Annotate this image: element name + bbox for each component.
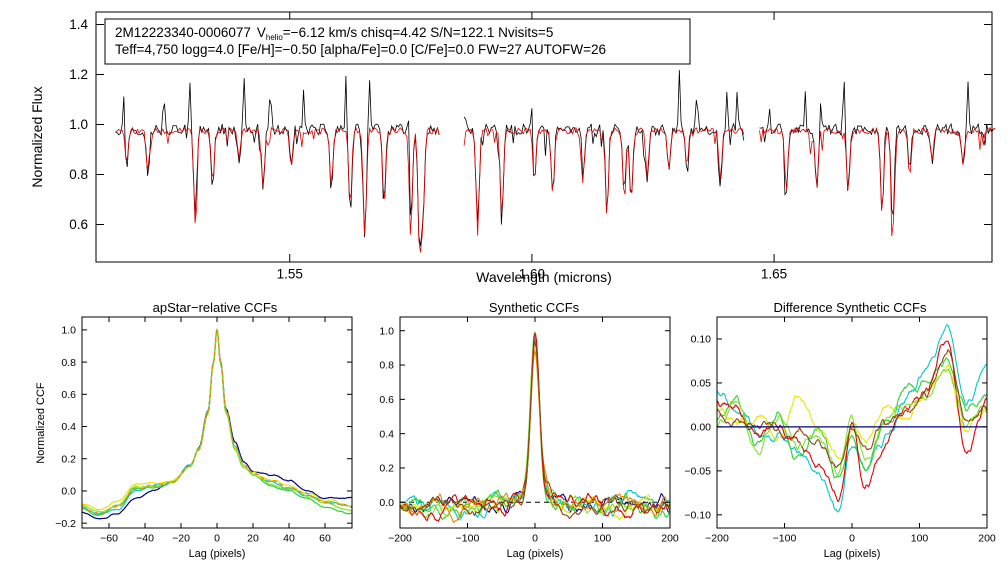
spectrum-ytick-label: 1.4: [69, 17, 88, 32]
apstar-ccf-ylabel: Normalized CCF: [35, 382, 47, 464]
difference-ccf-xtick-label: −200: [705, 533, 729, 545]
spectrum-plot-area: [115, 70, 996, 253]
apstar-ccf-xtick-label: 40: [283, 533, 295, 545]
synthetic-ccf-ytick-label: 0.0: [379, 497, 394, 509]
synthetic-ccf-series-template: [399, 341, 671, 520]
spectrum-xtick-label: 1.65: [761, 267, 787, 282]
difference-ccf-xtick-label: −100: [773, 533, 797, 545]
spectrum-panel: 1.55 1.60 1.65 0.6 0.8 1.0 1.2 1.4 Wavelength (…: [29, 11, 996, 285]
spectrum-ylabel: Normalized Flux: [29, 86, 45, 187]
apstar-ccf-ytick-label: 0.8: [61, 357, 76, 369]
apstar-ccf-axes: −60 −40 −20 0 20 40 60 −0.2 0.0 0.2 0.4 0.6 0.8 1.0: [55, 317, 352, 545]
difference-ccf-xtick-label: 200: [978, 533, 996, 545]
annotation-vhelio-sub: helio: [266, 33, 283, 42]
synthetic-ccf-xtick-label: −100: [456, 533, 480, 545]
apstar-ccf-ytick-label: 0.0: [61, 486, 76, 498]
difference-ccf-ytick-label: −0.05: [684, 466, 711, 478]
spectrum-xtick-label: 1.55: [277, 267, 303, 282]
spectrum-ytick-label: 0.8: [69, 167, 88, 182]
apstar-ccf-xlabel: Lag (pixels): [189, 548, 246, 560]
spectrum-xlabel: Wavelength (microns): [476, 269, 612, 285]
spectrum-axes: 1.55 1.60 1.65 0.6 0.8 1.0 1.2 1.4: [69, 12, 992, 282]
difference-ccf-plot-area: [716, 323, 988, 513]
apstar-ccf-ytick-label: 0.6: [61, 389, 76, 401]
synthetic-ccf-ytick-label: 0.4: [379, 428, 394, 440]
synthetic-ccf-xtick-label: 0: [532, 533, 538, 545]
annotation-star-id: 2M12223340-0006077: [115, 25, 251, 40]
synthetic-ccf-xtick-label: 200: [661, 533, 679, 545]
synthetic-ccf-ytick-label: 1.0: [379, 325, 394, 337]
annotation-line-2: Teff=4,750 logg=4.0 [Fe/H]=−0.50 [alpha/…: [115, 42, 606, 57]
synthetic-ccf-axes: −200 −100 0 100 200 0.0 0.2 0.4 0.6 0.8 1.0: [379, 317, 679, 545]
spectrum-ytick-label: 1.2: [69, 67, 88, 82]
apstar-ccf-xtick-label: 20: [247, 533, 259, 545]
apstar-ccf-series-visit-3: [81, 328, 353, 517]
annotation-vhelio-rest: =−6.12 km/s chisq=4.42 S/N=122.1 Nvisits…: [283, 25, 554, 40]
apstar-ccf-xtick-label: 60: [319, 533, 331, 545]
difference-ccf-xlabel: Lag (pixels): [824, 548, 881, 560]
spectrum-frame: [95, 11, 993, 263]
apstar-ccf-series-combined: [81, 328, 353, 515]
synthetic-ccf-ytick-label: 0.2: [379, 463, 394, 475]
annotation-line-1: 2M12223340-0006077 Vhelio=−6.12 km/s chis…: [115, 25, 553, 42]
difference-ccf-axes: −200 −100 0 100 200 −0.10 −0.05 0.00 0.05 0.10: [684, 317, 996, 545]
apstar-ccf-ytick-label: 0.4: [61, 421, 76, 433]
synthetic-ccf-series-visit-6: [399, 332, 671, 523]
difference-ccf-series-visit-6: [716, 348, 988, 469]
apstar-ccf-xtick-label: −60: [100, 533, 118, 545]
spectrum-series-model: [115, 126, 996, 253]
difference-ccf-ytick-label: 0.05: [691, 378, 712, 390]
apstar-ccf-title: apStar−relative CCFs: [153, 300, 278, 315]
synthetic-ccf-xtick-label: −200: [388, 533, 412, 545]
synthetic-ccf-xtick-label: 100: [594, 533, 612, 545]
difference-ccf-series-visit-2: [716, 357, 988, 479]
difference-ccf-series-visit-5: [716, 368, 988, 476]
difference-ccf-panel: Difference Synthetic CCFs −200 −100 0 100 20…: [684, 300, 995, 560]
difference-ccf-ytick-label: 0.00: [691, 422, 712, 434]
difference-ccf-ytick-label: 0.10: [691, 334, 712, 346]
synthetic-ccf-ytick-label: 0.6: [379, 394, 394, 406]
difference-ccf-series-visit-4: [716, 340, 988, 502]
difference-ccf-title: Difference Synthetic CCFs: [774, 300, 927, 315]
synthetic-ccf-plot-area: [399, 331, 671, 523]
annotation-vhelio-v: V: [257, 25, 266, 40]
apstar-ccf-plot-area: [81, 328, 353, 520]
apstar-ccf-panel: apStar−relative CCFs −60 −40 −20 0 20 40 60 −0.…: [35, 300, 353, 560]
spectrum-ytick-label: 1.0: [69, 117, 88, 132]
synthetic-ccf-series-visit-3: [399, 331, 671, 521]
spectrum-ytick-label: 0.6: [69, 217, 88, 232]
apstar-ccf-ytick-label: −0.2: [55, 518, 76, 530]
apstar-ccf-ytick-label: 1.0: [61, 325, 76, 337]
apstar-ccf-xtick-label: 0: [214, 533, 220, 545]
difference-ccf-xtick-label: 0: [849, 533, 855, 545]
annotation-box: [104, 18, 691, 65]
synthetic-ccf-xlabel: Lag (pixels): [507, 548, 564, 560]
apstar-ccf-ytick-label: 0.2: [61, 453, 76, 465]
synthetic-ccf-series-combined: [399, 349, 671, 523]
spectrum-xtick-label: 1.60: [519, 267, 545, 282]
synthetic-ccf-ytick-label: 0.8: [379, 360, 394, 372]
difference-ccf-xtick-label: 100: [911, 533, 929, 545]
difference-ccf-ytick-label: −0.10: [684, 509, 711, 521]
difference-ccf-series-visit-1: [716, 323, 988, 513]
apstar-ccf-xtick-label: −40: [136, 533, 154, 545]
synthetic-ccf-panel: Synthetic CCFs −200 −100 0 100 200 0.0 0.2 0.4 0…: [379, 300, 679, 560]
synthetic-ccf-title: Synthetic CCFs: [489, 300, 580, 315]
apstar-ccf-xtick-label: −20: [172, 533, 190, 545]
